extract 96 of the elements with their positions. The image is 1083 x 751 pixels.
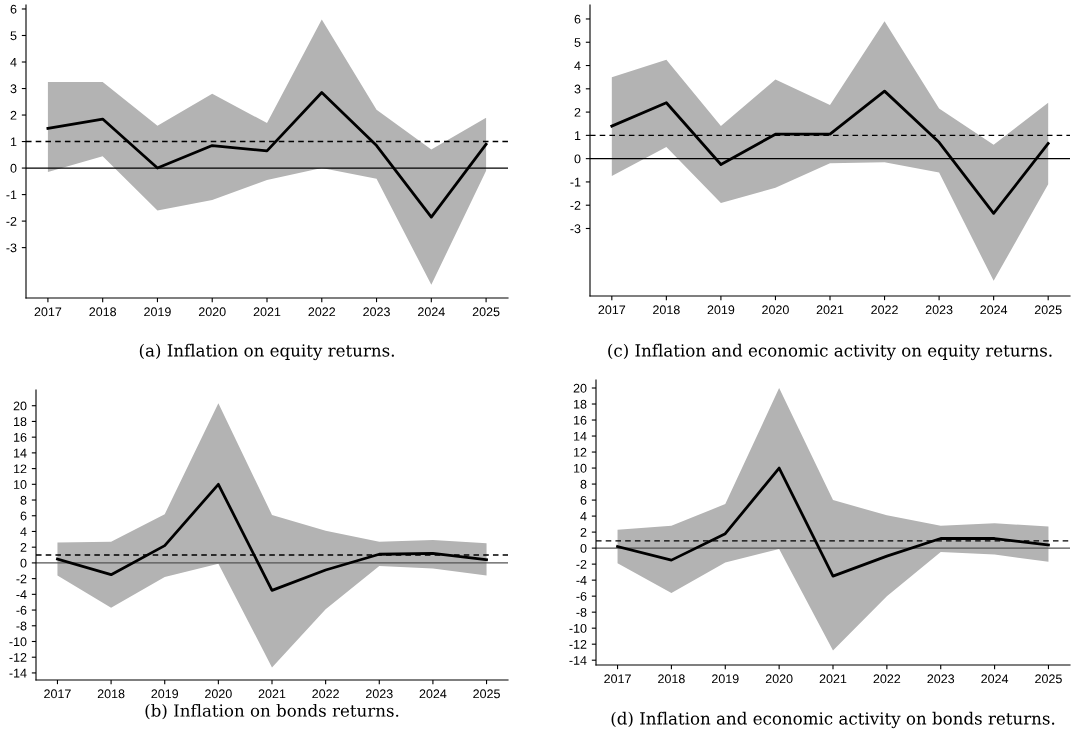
y-tick-label: -2 bbox=[6, 216, 17, 226]
y-tick-label: 18 bbox=[574, 399, 587, 409]
y-tick-label: 0 bbox=[574, 154, 581, 164]
x-tick-label: 2023 bbox=[366, 689, 393, 699]
y-tick-label: 6 bbox=[10, 4, 17, 14]
y-tick-label: 14 bbox=[574, 431, 587, 441]
x-tick-label: 2021 bbox=[816, 305, 844, 315]
y-tick-label: 6 bbox=[20, 511, 27, 521]
text: (a) Inflation on equity returns. bbox=[139, 343, 394, 361]
y-tick-label: -2 bbox=[570, 201, 581, 210]
y-tick-label: 8 bbox=[580, 479, 587, 489]
x-tick-label: 2017 bbox=[604, 674, 631, 684]
y-tick-label: 16 bbox=[574, 415, 587, 425]
y-tick-label: -10 bbox=[9, 637, 27, 647]
x-tick-label: 2022 bbox=[312, 689, 339, 699]
y-tick-label: 6 bbox=[580, 495, 587, 505]
y-tick-label: -1 bbox=[570, 177, 581, 187]
y-tick-label: 2 bbox=[574, 107, 581, 117]
x-tick-label: 2025 bbox=[1035, 674, 1062, 684]
text: (b) Inflation on bonds returns. bbox=[145, 703, 399, 720]
y-tick-label: 8 bbox=[20, 495, 27, 505]
y-tick-label: 10 bbox=[14, 480, 27, 489]
y-tick-label: -14 bbox=[569, 656, 587, 665]
x-tick-label: 2021 bbox=[258, 689, 286, 699]
x-tick-label: 2017 bbox=[44, 689, 71, 699]
x-tick-label: 2021 bbox=[819, 674, 847, 684]
x-tick-label: 2019 bbox=[712, 674, 739, 684]
y-tick-label: 12 bbox=[574, 447, 587, 457]
y-tick-label: 20 bbox=[573, 383, 587, 393]
x-tick-label: 2019 bbox=[151, 689, 179, 699]
x-tick-label: 2020 bbox=[205, 689, 232, 699]
y-tick-label: 20 bbox=[13, 401, 27, 411]
x-tick-label: 2020 bbox=[765, 674, 793, 684]
x-tick-label: 2018 bbox=[89, 307, 117, 317]
y-tick-label: 14 bbox=[14, 448, 27, 458]
x-tick-label: 2025 bbox=[472, 307, 500, 317]
y-tick-label: -6 bbox=[16, 605, 27, 615]
y-tick-label: -8 bbox=[16, 621, 27, 631]
y-tick-label: 10 bbox=[574, 463, 587, 473]
y-tick-label: 5 bbox=[10, 31, 17, 41]
x-tick-label: 2017 bbox=[598, 305, 626, 315]
y-tick-label: 3 bbox=[10, 84, 17, 94]
text: (c) Inflation and economic activity on equity returns. bbox=[608, 343, 1052, 361]
y-tick-label: -4 bbox=[576, 576, 587, 585]
y-tick-label: -2 bbox=[576, 559, 587, 569]
x-tick-label: 2022 bbox=[873, 674, 901, 684]
y-tick-label: 18 bbox=[14, 417, 27, 427]
y-tick-label: 3 bbox=[574, 84, 581, 94]
x-tick-label: 2024 bbox=[980, 305, 1008, 315]
x-tick-label: 2018 bbox=[653, 305, 680, 315]
x-tick-label: 2024 bbox=[981, 674, 1009, 684]
y-tick-label: -8 bbox=[576, 607, 587, 617]
y-tick-label: 0 bbox=[20, 558, 27, 568]
y-tick-label: -1 bbox=[6, 190, 17, 200]
text: (d) Inflation and economic activity on bonds returns. bbox=[611, 711, 1055, 729]
y-tick-label: 5 bbox=[574, 38, 581, 47]
y-tick-label: 1 bbox=[10, 137, 17, 147]
x-tick-label: 2023 bbox=[925, 305, 953, 315]
y-tick-label: 0 bbox=[580, 543, 587, 553]
y-tick-label: 2 bbox=[20, 542, 27, 552]
y-tick-label: 4 bbox=[10, 57, 17, 67]
x-tick-label: 2025 bbox=[473, 689, 500, 699]
y-tick-label: -12 bbox=[9, 653, 27, 662]
y-tick-label: 12 bbox=[14, 464, 27, 474]
x-tick-label: 2020 bbox=[198, 307, 226, 317]
x-tick-label: 2019 bbox=[707, 305, 735, 315]
x-tick-label: 2019 bbox=[144, 307, 171, 317]
x-tick-label: 2022 bbox=[308, 307, 336, 317]
y-tick-label: -3 bbox=[570, 224, 581, 234]
y-tick-label: -4 bbox=[16, 590, 27, 599]
y-tick-label: 4 bbox=[574, 61, 581, 71]
y-tick-label: -14 bbox=[9, 668, 27, 678]
y-tick-label: -6 bbox=[576, 591, 587, 601]
y-tick-label: 6 bbox=[574, 14, 581, 24]
x-tick-label: 2017 bbox=[34, 307, 62, 317]
y-tick-label: 2 bbox=[10, 110, 17, 120]
x-tick-label: 2025 bbox=[1034, 305, 1062, 315]
x-tick-label: 2020 bbox=[762, 305, 789, 315]
y-tick-label: -12 bbox=[569, 639, 587, 649]
y-tick-label: 4 bbox=[580, 512, 587, 521]
x-tick-label: 2023 bbox=[363, 307, 390, 317]
x-tick-label: 2018 bbox=[97, 689, 125, 699]
y-tick-label: 1 bbox=[574, 131, 581, 140]
y-tick-label: 16 bbox=[14, 432, 27, 442]
x-tick-label: 2024 bbox=[419, 689, 447, 699]
y-tick-label: 4 bbox=[20, 527, 27, 536]
y-tick-label: -10 bbox=[569, 623, 587, 633]
x-tick-label: 2023 bbox=[927, 674, 955, 684]
x-tick-label: 2018 bbox=[658, 674, 685, 684]
y-tick-label: 2 bbox=[580, 527, 587, 537]
x-tick-label: 2021 bbox=[253, 307, 281, 317]
y-tick-label: -3 bbox=[6, 243, 17, 253]
x-tick-label: 2022 bbox=[871, 305, 898, 315]
y-tick-label: 0 bbox=[10, 163, 17, 173]
y-tick-label: -2 bbox=[16, 574, 27, 584]
x-tick-label: 2024 bbox=[418, 307, 445, 317]
